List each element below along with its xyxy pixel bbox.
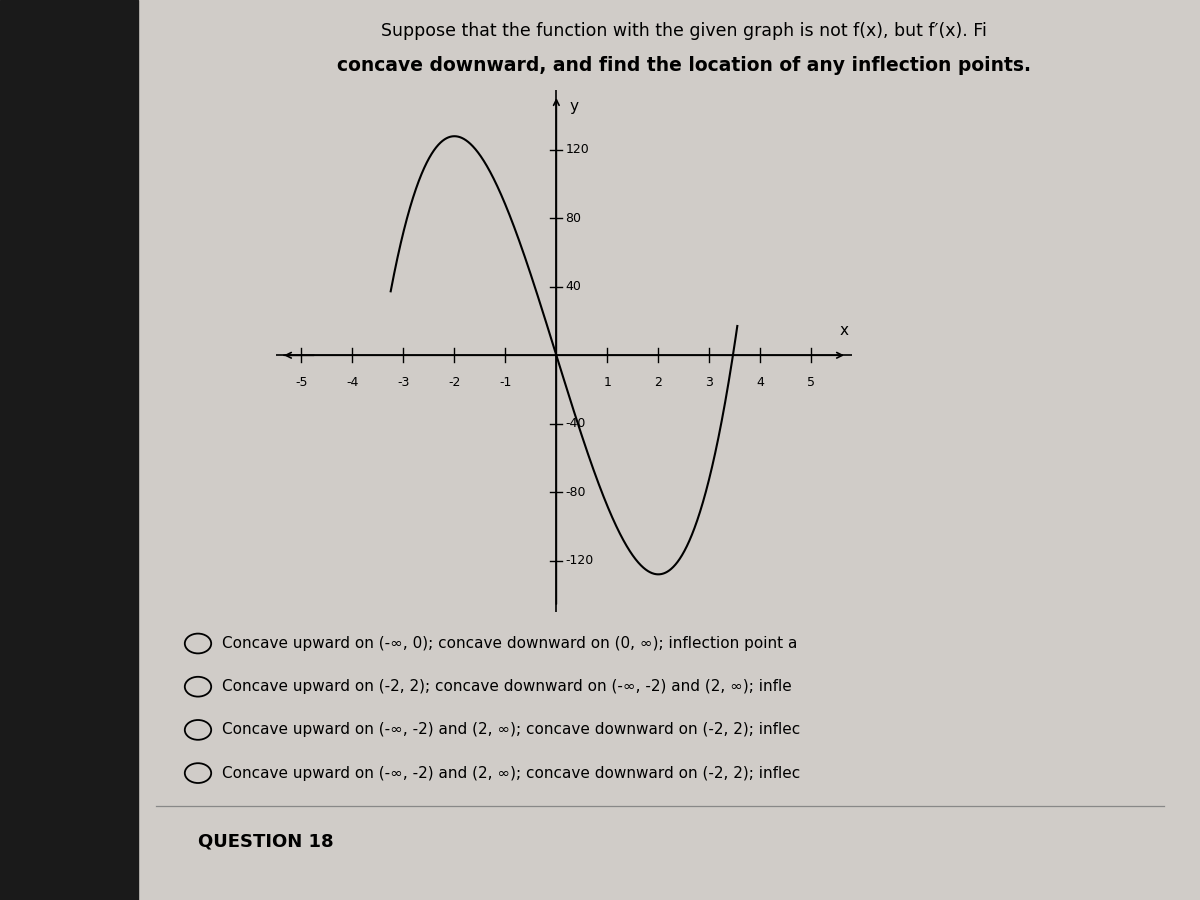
Text: Concave upward on (-∞, -2) and (2, ∞); concave downward on (-2, 2); inflec: Concave upward on (-∞, -2) and (2, ∞); c…: [222, 723, 800, 737]
Text: -3: -3: [397, 376, 409, 389]
Text: 3: 3: [706, 376, 713, 389]
Text: 5: 5: [808, 376, 815, 389]
Text: -120: -120: [565, 554, 594, 567]
Text: -2: -2: [449, 376, 461, 389]
Text: 120: 120: [565, 143, 589, 157]
Text: 4: 4: [756, 376, 764, 389]
Text: 80: 80: [565, 212, 582, 225]
Text: 40: 40: [565, 280, 582, 293]
Text: -4: -4: [347, 376, 359, 389]
Text: 1: 1: [604, 376, 611, 389]
Text: Concave upward on (-2, 2); concave downward on (-∞, -2) and (2, ∞); infle: Concave upward on (-2, 2); concave downw…: [222, 680, 792, 694]
Text: QUESTION 18: QUESTION 18: [198, 832, 334, 850]
Text: x: x: [840, 323, 848, 338]
Text: y: y: [569, 99, 578, 113]
Text: Concave upward on (-∞, -2) and (2, ∞); concave downward on (-2, 2); inflec: Concave upward on (-∞, -2) and (2, ∞); c…: [222, 766, 800, 780]
Text: Suppose that the function with the given graph is not f(x), but f′(x). Fi: Suppose that the function with the given…: [382, 22, 986, 40]
Text: Concave upward on (-∞, 0); concave downward on (0, ∞); inflection point a: Concave upward on (-∞, 0); concave downw…: [222, 636, 797, 651]
Text: concave downward, and find the location of any inflection points.: concave downward, and find the location …: [337, 56, 1031, 75]
Text: -1: -1: [499, 376, 511, 389]
Text: -40: -40: [565, 418, 586, 430]
Text: -5: -5: [295, 376, 307, 389]
Text: -80: -80: [565, 486, 586, 499]
Text: 2: 2: [654, 376, 662, 389]
